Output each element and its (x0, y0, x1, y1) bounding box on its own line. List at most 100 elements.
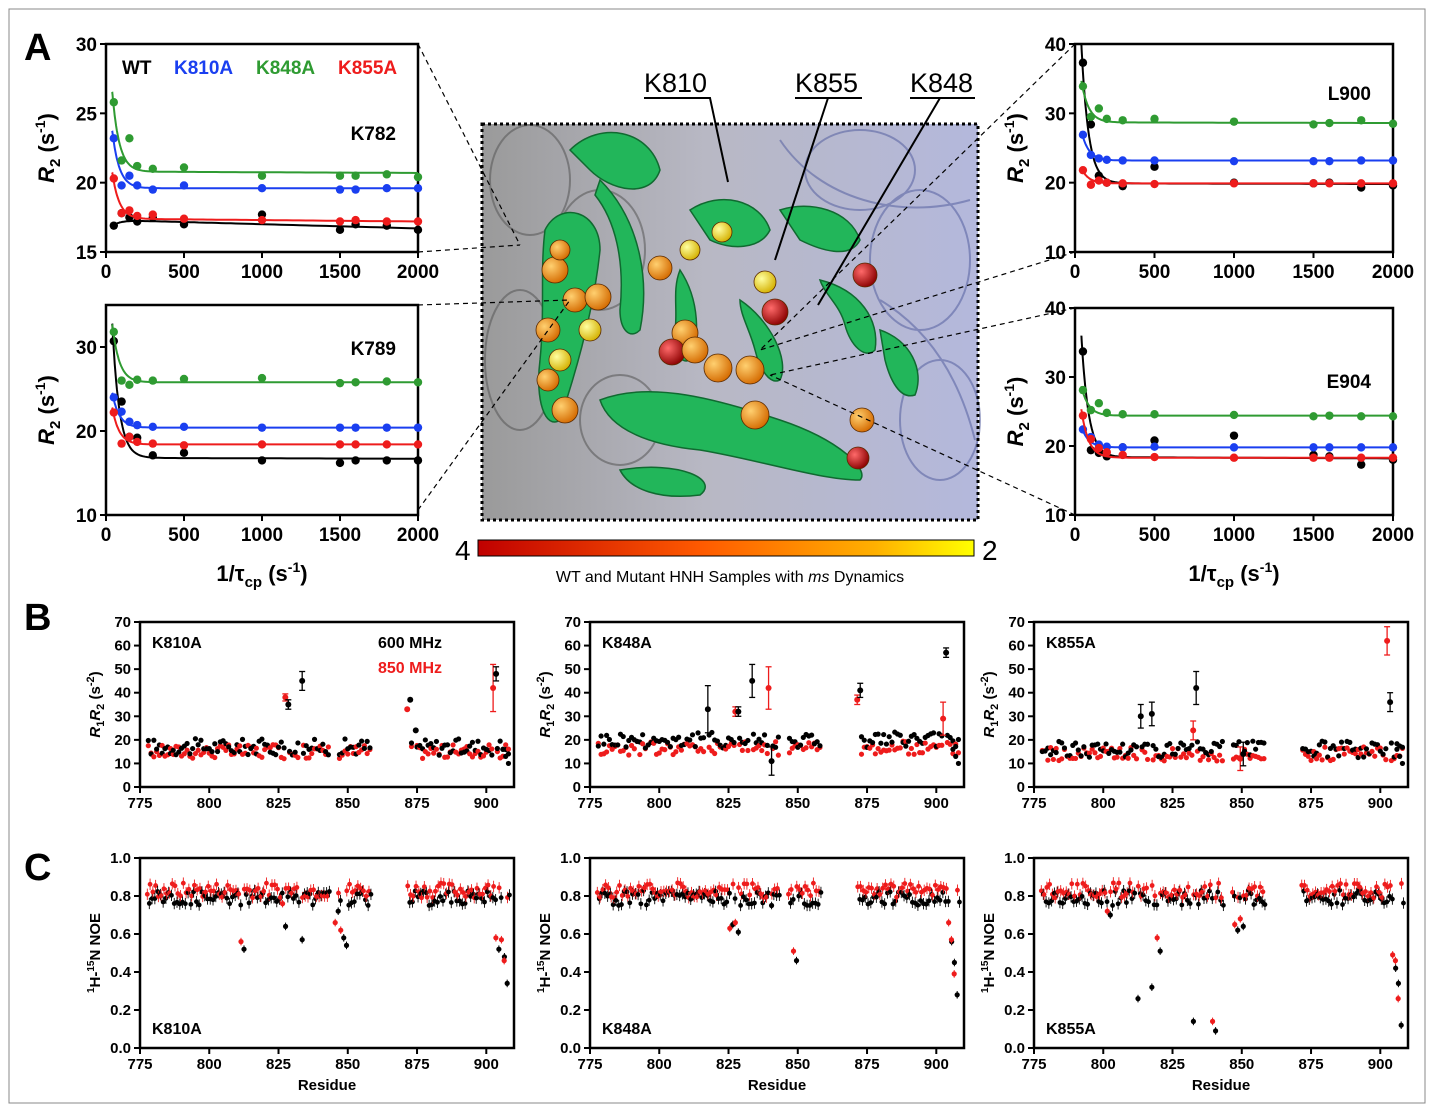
B_K855A-point-600 (1048, 752, 1054, 758)
A_L900-fit-K810A (1080, 130, 1393, 162)
A_K789-point-K855A (117, 439, 126, 448)
C_K810A-dip-point (343, 942, 350, 949)
B_K848A-point-600 (667, 743, 673, 750)
C_K848A-point (763, 894, 769, 900)
B_K848A-point-600 (709, 729, 715, 736)
B_K855A-point-600 (1355, 754, 1361, 761)
C_K855A-xlabel: Residue (1192, 1077, 1250, 1094)
A_E904-point-WT (1357, 460, 1366, 469)
B_K848A-point-600 (875, 731, 881, 737)
A_L900-point-K810A (1102, 155, 1112, 164)
B_K848A-xtick-label: 775 (577, 795, 602, 812)
A_K789-point-K848A (179, 374, 189, 384)
B_K855A-point-850 (1150, 757, 1156, 763)
B_K855A-ytick-label: 20 (1008, 732, 1025, 749)
A_K789-ytick-label: 20 (76, 422, 97, 443)
A_L900-point-K810A (1118, 156, 1127, 165)
C_K810A-point (227, 901, 233, 907)
C_K848A-point (862, 894, 868, 900)
B_K848A-point-600 (640, 732, 646, 738)
C_K848A-point (788, 887, 794, 892)
C_K810A-xlabel: Residue (298, 1077, 356, 1094)
A_L900-fit-K848A (1080, 80, 1393, 124)
C_K848A-point (647, 881, 653, 887)
B_K848A-highlight-point (749, 677, 756, 684)
C_K810A-point (424, 894, 430, 900)
B_K855A-point-600 (1081, 744, 1087, 750)
B_K810A-point-850 (201, 749, 207, 756)
B_K848A-point-600 (606, 736, 612, 743)
B_K855A-point-850 (1322, 744, 1328, 750)
C_K848A-point (932, 899, 937, 905)
C_K855A-point (1052, 895, 1058, 901)
B_K855A-point-600 (1208, 748, 1214, 755)
B_K848A-point-600 (601, 741, 607, 747)
B_K855A-point-850 (1214, 758, 1220, 764)
A_K789-fit-K810A (111, 392, 418, 429)
B_K855A-point-600 (1397, 753, 1403, 759)
B_K848A-point-850 (604, 749, 610, 755)
B_K810A-point-600 (176, 749, 182, 755)
B_K810A-ytick-label: 30 (114, 708, 131, 725)
B_K810A-ytick-label: 20 (114, 732, 131, 749)
C_K848A-point (776, 892, 782, 898)
C_K848A-dip-point (954, 992, 960, 998)
B_K855A-point-850 (1125, 755, 1131, 761)
C_K855A-point (1182, 892, 1188, 898)
B_K848A-highlight-point (943, 649, 950, 656)
C_K855A-point (1257, 884, 1263, 890)
B_K810A-point-850 (486, 742, 492, 748)
A_L900-point-K810A (1388, 156, 1398, 165)
B_K848A-point-850 (662, 747, 668, 753)
C_K810A-dip-point (498, 937, 505, 943)
C_K855A-point (1116, 880, 1122, 886)
A_K789-point-K855A (133, 437, 142, 447)
C_K855A-point (1220, 902, 1226, 908)
C_K810A-point (203, 889, 208, 895)
A_K782-point-K848A (382, 170, 391, 179)
C_K855A-dip-point (1232, 921, 1238, 928)
C_K855A-point (1260, 889, 1266, 895)
B_K848A-highlight-point (940, 715, 947, 722)
B_K810A-point-600 (325, 752, 331, 758)
B_K810A-point-600 (273, 752, 279, 758)
B_K855A-point-850 (1059, 756, 1065, 762)
C_K855A-point (1202, 884, 1208, 889)
B_K848A-point-600 (878, 740, 884, 746)
B_K855A-point-600 (1117, 749, 1123, 755)
B_K855A-point-600 (1086, 754, 1093, 760)
A_L900-point-K848A (1357, 116, 1366, 125)
C_K810A-mutant-label: K810A (152, 1021, 202, 1038)
C_K848A-point (743, 897, 749, 903)
C_K810A-point (196, 902, 202, 908)
B_K810A-point-600 (292, 749, 298, 755)
C_K810A-point (163, 895, 169, 901)
A_K789-point-WT (257, 456, 267, 465)
B_K810A-point-600 (145, 737, 151, 744)
C_K848A-point (799, 890, 805, 896)
C_K810A-point (463, 893, 469, 899)
C_K855A-dip-point (1240, 923, 1246, 930)
C_K855A-point (1302, 883, 1307, 888)
A_K789-point-K855A (125, 432, 134, 442)
B_K848A-point-850 (919, 750, 926, 756)
C_K810A-point (460, 890, 466, 895)
A_K789-point-K855A (382, 440, 391, 449)
C_K848A-point (943, 886, 949, 891)
B_K855A-highlight-point (1190, 727, 1197, 734)
C_K848A-point (627, 900, 633, 906)
B_K855A-point-850 (1369, 748, 1375, 754)
B_K855A-point-850 (1050, 756, 1056, 763)
C_K810A-point (430, 895, 436, 900)
A_K782-point-K848A (148, 164, 157, 173)
B_K848A-ytick-label: 10 (564, 755, 581, 772)
C_K810A-point (410, 893, 416, 899)
A_E904-point-K848A (1150, 410, 1159, 419)
A_E904-ylabel: R2 (s-1) (1001, 377, 1033, 447)
B_K855A-point-850 (1161, 758, 1167, 764)
C_K848A-point (926, 898, 932, 904)
B_K810A-point-600 (226, 744, 232, 750)
C_K855A-dip-point (1395, 980, 1402, 987)
A_K789-point-K848A (133, 375, 142, 384)
B_K810A-point-850 (433, 746, 440, 752)
